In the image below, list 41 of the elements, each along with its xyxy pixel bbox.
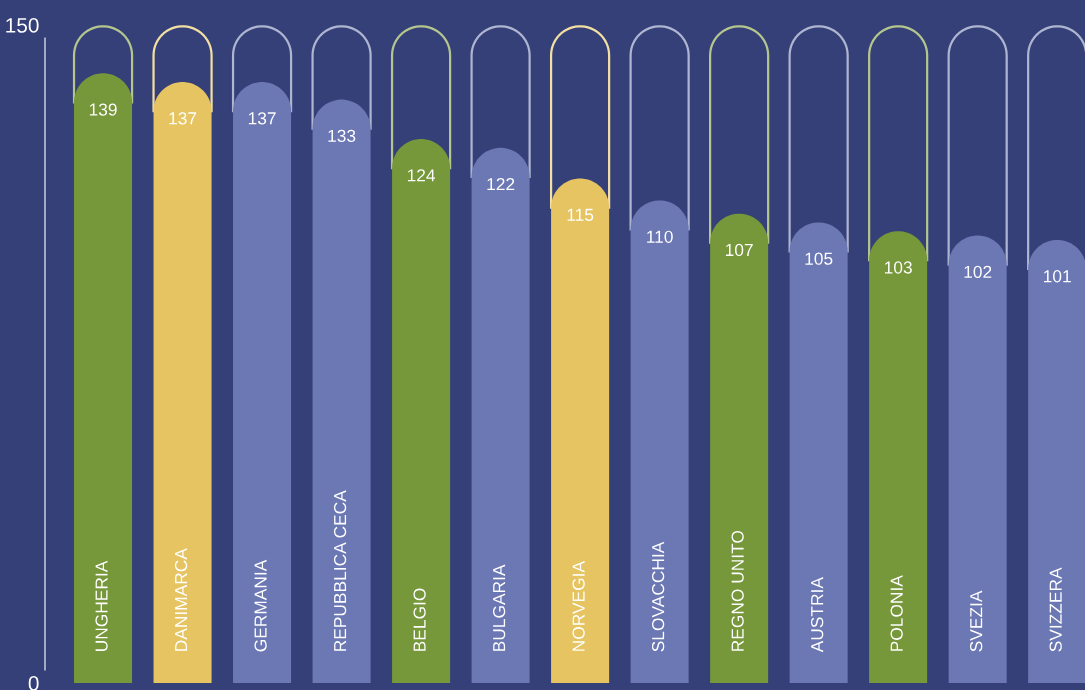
bar <box>551 178 610 683</box>
bar <box>312 99 371 683</box>
data-label: 110 <box>647 230 673 243</box>
data-label: 103 <box>884 261 912 274</box>
data-label: 115 <box>567 208 594 221</box>
x-tick-label: UNGHERIA <box>95 560 108 651</box>
data-label: 122 <box>487 177 515 191</box>
bar <box>471 147 530 683</box>
x-tick-label: SLOVACCHIA <box>651 541 665 652</box>
data-label: 107 <box>725 243 753 257</box>
data-label: 133 <box>328 129 356 143</box>
bar <box>233 82 292 683</box>
data-label: 101 <box>1044 270 1071 283</box>
x-tick-label: REGNO UNITO <box>731 530 744 651</box>
x-tick-label: SVIZZERA <box>1049 567 1062 652</box>
data-label: 137 <box>169 112 197 125</box>
bar <box>630 200 689 683</box>
x-tick-label: REPUBBLICA CECA <box>333 490 347 651</box>
y-tick-label: 0 <box>28 676 39 690</box>
bar <box>710 213 769 683</box>
bar <box>1028 239 1085 683</box>
x-tick-label: DANIMARCA <box>174 548 188 651</box>
bar <box>392 139 451 683</box>
bar <box>869 231 928 683</box>
x-tick-label: GERMANIA <box>254 559 267 652</box>
bar <box>789 222 848 683</box>
data-label: 102 <box>964 265 992 279</box>
x-tick-label: SVEZIA <box>970 590 983 652</box>
x-tick-label: NORVEGIA <box>572 560 585 651</box>
data-label: 137 <box>248 112 276 125</box>
x-tick-label: BULGARIA <box>492 564 506 651</box>
bar <box>948 235 1007 683</box>
bar <box>153 82 212 683</box>
x-tick-label: POLONIA <box>890 575 903 651</box>
y-tick-label: 150 <box>6 18 39 33</box>
x-tick-label: AUSTRIA <box>811 577 824 653</box>
data-label: 124 <box>407 169 436 182</box>
data-label: 105 <box>805 252 833 265</box>
bar <box>74 73 133 683</box>
data-label: 139 <box>89 103 117 116</box>
x-tick-label: BELGIO <box>413 588 426 651</box>
